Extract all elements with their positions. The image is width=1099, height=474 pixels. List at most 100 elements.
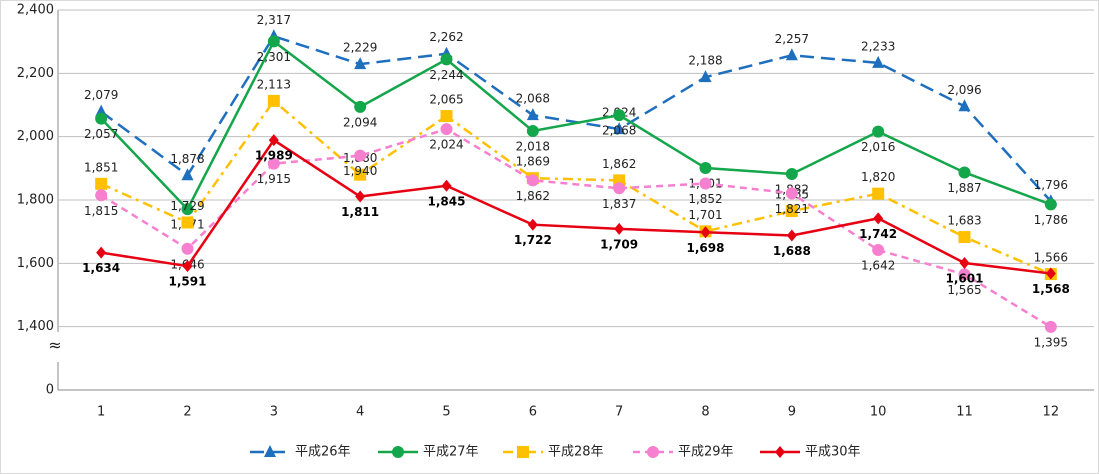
x-tick-label: 1 xyxy=(97,405,105,420)
data-label: 2,094 xyxy=(343,115,377,129)
y-tick-label: 2,400 xyxy=(17,3,54,18)
data-point xyxy=(699,162,712,175)
x-tick-label: 11 xyxy=(956,405,973,420)
data-label: 1,642 xyxy=(861,259,895,273)
x-tick-label: 4 xyxy=(356,405,364,420)
data-label: 2,096 xyxy=(947,83,981,97)
data-label: 2,113 xyxy=(257,77,291,91)
data-point xyxy=(699,70,712,83)
data-point xyxy=(440,110,453,123)
data-label: 1,887 xyxy=(947,181,981,195)
data-label: 1,601 xyxy=(946,272,984,286)
data-label: 1,878 xyxy=(170,152,204,166)
data-label: 1,566 xyxy=(1034,251,1068,265)
data-label: 2,068 xyxy=(602,124,636,138)
data-label: 2,016 xyxy=(861,140,895,154)
data-label: 1,862 xyxy=(516,189,550,203)
legend-marker xyxy=(517,446,529,458)
x-tick-label: 5 xyxy=(442,405,450,420)
data-point xyxy=(96,246,107,259)
data-point xyxy=(267,157,280,170)
legend-label: 平成30年 xyxy=(805,445,861,460)
data-point xyxy=(268,134,279,147)
data-label: 1,395 xyxy=(1034,335,1068,349)
data-point xyxy=(958,268,971,281)
data-label: 1,634 xyxy=(82,261,120,275)
x-tick-label: 6 xyxy=(529,405,537,420)
data-point xyxy=(872,125,885,138)
data-point xyxy=(614,222,625,235)
data-label: 1,683 xyxy=(947,214,981,228)
data-label: 1,796 xyxy=(1034,178,1068,192)
data-label: 2,262 xyxy=(429,30,463,44)
data-point xyxy=(1045,267,1056,280)
data-point xyxy=(526,108,539,121)
data-point xyxy=(873,212,884,225)
legend-label: 平成29年 xyxy=(678,445,734,460)
data-label: 2,188 xyxy=(688,54,722,68)
data-point xyxy=(526,174,539,187)
legend-label: 平成26年 xyxy=(295,445,351,460)
x-tick-label: 8 xyxy=(701,405,709,420)
y-tick-label: 1,600 xyxy=(17,256,54,271)
data-label: 2,301 xyxy=(257,50,291,64)
data-label: 1,729 xyxy=(170,199,204,213)
x-tick-label: 9 xyxy=(788,405,796,420)
data-label: 1,989 xyxy=(255,149,293,163)
legend-label: 平成28年 xyxy=(548,445,604,460)
data-label: 1,915 xyxy=(257,172,291,186)
data-label: 1,709 xyxy=(600,237,638,251)
data-point xyxy=(700,226,711,239)
data-label: 2,057 xyxy=(84,127,118,141)
legend-marker xyxy=(775,446,785,458)
data-label: 1,698 xyxy=(687,241,725,255)
data-point xyxy=(95,189,108,202)
data-point xyxy=(95,177,108,190)
legend-marker xyxy=(392,446,404,458)
data-point xyxy=(872,187,885,200)
data-label: 2,244 xyxy=(429,68,463,82)
x-tick-label: 7 xyxy=(615,405,623,420)
data-label: 1,820 xyxy=(861,170,895,184)
data-label: 2,317 xyxy=(257,13,291,27)
data-point xyxy=(785,48,798,61)
series-line xyxy=(100,127,1052,328)
data-point xyxy=(354,100,367,113)
data-label: 2,229 xyxy=(343,41,377,55)
data-point xyxy=(354,149,367,162)
y-tick-label: 0 xyxy=(46,383,54,398)
data-label: 1,811 xyxy=(341,205,379,219)
data-label: 1,742 xyxy=(859,227,897,241)
legend-marker xyxy=(264,445,276,457)
data-point xyxy=(526,124,539,137)
data-point xyxy=(786,229,797,242)
data-point xyxy=(1044,320,1057,333)
data-point xyxy=(613,109,626,122)
data-point xyxy=(959,257,970,270)
data-point xyxy=(441,179,452,192)
data-label: 1,837 xyxy=(602,197,636,211)
y-tick-label: 1,800 xyxy=(17,193,54,208)
y-tick-label: 2,000 xyxy=(17,129,54,144)
data-label: 2,233 xyxy=(861,39,895,53)
data-point xyxy=(527,218,538,231)
data-label: 1,869 xyxy=(516,155,550,169)
legend-label: 平成27年 xyxy=(423,445,479,460)
data-label: 1,591 xyxy=(169,275,207,289)
data-label: 2,079 xyxy=(84,88,118,102)
data-point xyxy=(958,166,971,179)
data-label: 1,688 xyxy=(773,244,811,258)
data-point xyxy=(181,242,194,255)
data-point xyxy=(354,57,367,70)
data-point xyxy=(958,231,971,244)
series-line xyxy=(100,138,1051,275)
y-tick-label: 2,200 xyxy=(17,66,54,81)
data-point xyxy=(872,55,885,68)
x-tick-label: 2 xyxy=(183,405,191,420)
data-point xyxy=(699,177,712,190)
data-label: 2,018 xyxy=(516,139,550,153)
data-label: 1,815 xyxy=(84,204,118,218)
data-label: 2,024 xyxy=(429,138,463,152)
data-point xyxy=(785,168,798,181)
data-point xyxy=(613,122,626,135)
